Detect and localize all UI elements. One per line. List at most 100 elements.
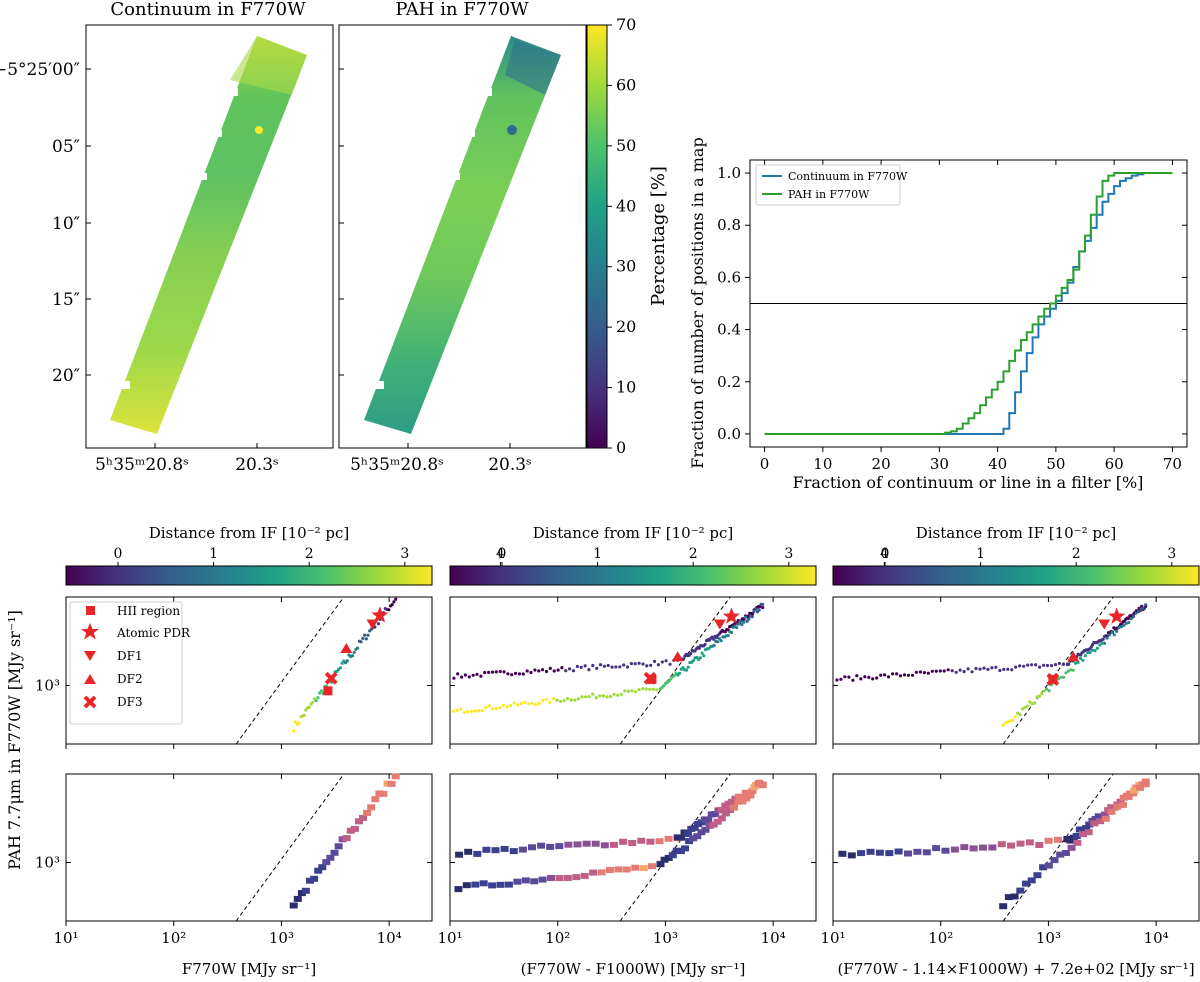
- distance-tick-label: 3: [400, 546, 409, 562]
- scatter-point: [580, 695, 584, 699]
- distance-tick-label: 2: [305, 546, 314, 562]
- cdf-legend-pah: PAH in F770W: [788, 188, 870, 201]
- scatter-point: [1018, 713, 1022, 717]
- heatmap-cell: [513, 878, 522, 885]
- scatter-point: [686, 665, 690, 669]
- scatter-point: [1095, 646, 1099, 650]
- heatmap-cell: [391, 773, 400, 780]
- heatmap-cell: [528, 844, 536, 851]
- scatter-point: [1025, 704, 1029, 708]
- heatmap-cell: [648, 863, 657, 870]
- scatter-point: [595, 666, 599, 671]
- scatter-point: [509, 703, 513, 708]
- scatter-point: [1026, 663, 1030, 667]
- scatter-point: [930, 669, 934, 673]
- distance-colorbar-label: Distance from IF [10⁻² pc]: [533, 524, 734, 542]
- heatmap-cell: [969, 845, 978, 852]
- distance-colorbar-label: Distance from IF [10⁻² pc]: [149, 524, 350, 542]
- scatter-point: [934, 669, 938, 673]
- scatter-point: [1067, 662, 1071, 666]
- scatter-point: [752, 609, 756, 614]
- dec-tick-4: 20″: [52, 366, 80, 386]
- scatter-point: [712, 643, 716, 648]
- scatter-point: [1122, 623, 1126, 627]
- x-tick-label: 10¹: [820, 929, 845, 947]
- scatter-point: [1115, 629, 1119, 634]
- panel-frame: [449, 773, 817, 922]
- scatter-point: [560, 666, 564, 670]
- heatmap-cell: [573, 841, 582, 848]
- scatter-point: [651, 687, 656, 691]
- scatter-point: [918, 670, 923, 674]
- scatter-point: [1033, 701, 1037, 705]
- scatter-point: [544, 697, 548, 701]
- cdf-legend-continuum: Continuum in F770W: [788, 170, 908, 183]
- scatter-point: [946, 668, 950, 672]
- scatter-point: [1066, 669, 1070, 673]
- scatter-point: [1103, 641, 1107, 645]
- scatter-point: [1119, 625, 1124, 629]
- heatmap-cell: [726, 807, 734, 814]
- scatter-point: [1014, 665, 1018, 669]
- heatmap-cell: [537, 842, 546, 849]
- scatter-point: [1010, 668, 1014, 672]
- heatmap-cell: [462, 882, 471, 889]
- scatter-point: [452, 676, 456, 680]
- heatmap-cell: [758, 782, 767, 789]
- scatter-point: [630, 689, 634, 693]
- cdf-ytick-label: 0.2: [717, 373, 741, 391]
- heatmap-cell: [1118, 801, 1127, 808]
- heatmap-cell: [342, 835, 351, 842]
- distance-tick-label: 4: [496, 546, 505, 562]
- scatter-point: [938, 669, 942, 673]
- heatmap-cell: [746, 792, 755, 799]
- heatmap-panel-2: 10¹ 10² 10³ 10⁴ (F770W - 1.14×F1000W) + 7.2e…: [820, 773, 1200, 978]
- ra-tick-right-1: 20.3ˢ: [488, 455, 532, 475]
- pah-hole: [507, 125, 517, 135]
- scatter-point: [548, 666, 552, 671]
- cdf-xlabel: Fraction of continuum or line in a filte…: [793, 473, 1144, 492]
- heatmap-cell: [713, 818, 722, 825]
- scatter-point: [1069, 668, 1073, 672]
- scatter-point: [452, 709, 456, 713]
- heatmap-cell: [504, 881, 513, 888]
- heatmap-cell: [479, 880, 488, 887]
- heatmap-cell: [637, 837, 646, 844]
- heatmap-cell: [500, 845, 509, 852]
- cdf-xtick-label: 70: [1163, 455, 1182, 473]
- ra-tick-labels: 5ʰ35ᵐ20.8ˢ 20.3ˢ 5ʰ35ᵐ20.8ˢ 20.3ˢ: [95, 455, 532, 475]
- scatter-point: [471, 673, 475, 677]
- legend-square-marker: [86, 606, 95, 615]
- scatter-point: [887, 675, 891, 679]
- marker-df1: [713, 619, 726, 630]
- scatter-point: [1013, 715, 1017, 719]
- one-to-one-line: [1002, 773, 1114, 922]
- distance-tick-label: 3: [1167, 546, 1176, 562]
- heatmap-cell: [496, 881, 505, 888]
- heatmap-cell: [660, 856, 669, 863]
- scatter-point: [483, 670, 487, 675]
- scatter-point: [922, 671, 927, 675]
- scatter-point: [898, 674, 903, 678]
- scatter-point: [942, 669, 946, 673]
- scatter-point: [1127, 620, 1131, 625]
- scatter-point: [716, 640, 720, 644]
- scatter-point: [537, 669, 541, 673]
- scatter-point: [681, 666, 685, 670]
- marker-atomic-pdr: [722, 607, 740, 624]
- scatter-point: [622, 663, 626, 667]
- percentage-tick-label: 20: [616, 317, 636, 336]
- scatter-point: [455, 708, 459, 712]
- scatter-point: [1028, 700, 1032, 704]
- scatter-point: [761, 602, 765, 606]
- heatmap-cell: [960, 844, 969, 851]
- scatter-point: [664, 659, 668, 663]
- scatter-point: [1088, 651, 1092, 655]
- scatter-point: [587, 695, 591, 699]
- panel-frame: [449, 596, 817, 745]
- scatter-point: [1124, 621, 1128, 625]
- scatter-point: [392, 600, 396, 604]
- scatter-point: [1090, 648, 1095, 652]
- scatter-point: [487, 670, 491, 675]
- scatter-point: [541, 668, 545, 672]
